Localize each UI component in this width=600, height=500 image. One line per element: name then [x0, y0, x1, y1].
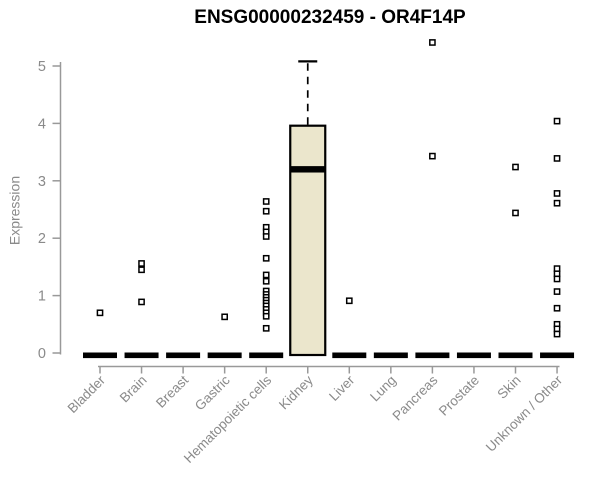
- outlier-point: [96, 309, 104, 317]
- outlier-point: [262, 312, 270, 320]
- boxplot-box: [289, 124, 327, 357]
- outlier-point: [138, 260, 145, 267]
- outlier-point: [429, 152, 436, 160]
- outlier-point: [345, 297, 353, 305]
- y-tick-label: 0: [38, 346, 46, 362]
- median-line: [290, 166, 326, 173]
- x-tick-label: Kidney: [276, 372, 316, 412]
- x-tick-label: Skin: [494, 373, 523, 402]
- median-line-collapsed: [166, 352, 201, 359]
- outlier-point: [553, 190, 561, 197]
- y-tick-label: 1: [38, 289, 46, 305]
- x-tick-label: Prostate: [436, 373, 482, 419]
- outlier-point: [553, 330, 561, 338]
- outlier-point: [512, 209, 519, 217]
- outlier-point: [553, 199, 561, 207]
- outlier-point: [262, 198, 270, 205]
- median-line-collapsed: [332, 352, 367, 359]
- x-tick-label: Lung: [367, 373, 399, 405]
- outlier-point: [262, 277, 270, 285]
- outlier-point: [512, 163, 519, 171]
- x-tick-label: Unknown / Other: [483, 372, 566, 455]
- median-line-collapsed: [456, 352, 491, 359]
- chart-title: ENSG00000232459 - OR4F14P: [194, 7, 466, 28]
- outlier-point: [553, 117, 561, 125]
- y-tick-label: 5: [38, 59, 46, 75]
- median-line-collapsed: [373, 352, 408, 359]
- outlier-point: [553, 155, 561, 162]
- x-tick-label: Brain: [117, 373, 150, 406]
- median-line-collapsed: [207, 352, 242, 359]
- outlier-point: [262, 233, 270, 240]
- outlier-point: [138, 298, 145, 306]
- median-line-collapsed: [540, 352, 575, 359]
- median-line-collapsed: [249, 352, 284, 359]
- median-line-collapsed: [415, 352, 450, 359]
- outlier-point: [138, 266, 145, 274]
- outlier-point: [429, 39, 436, 46]
- outlier-point: [553, 304, 561, 312]
- outlier-point: [262, 271, 270, 279]
- median-line-collapsed: [83, 352, 117, 359]
- outlier-point: [262, 207, 270, 215]
- x-tick-label: Liver: [326, 372, 358, 404]
- x-tick-label: Gastric: [192, 372, 233, 413]
- outlier-point: [262, 324, 270, 332]
- outlier-point: [262, 254, 270, 262]
- x-tick-label: Bladder: [65, 372, 109, 416]
- y-tick-label: 2: [38, 231, 46, 247]
- y-tick-label: 3: [38, 174, 46, 190]
- outlier-point: [553, 288, 561, 295]
- median-line-collapsed: [124, 352, 159, 359]
- y-tick-label: 4: [38, 116, 46, 132]
- outlier-point: [221, 313, 229, 321]
- outlier-point: [553, 275, 561, 283]
- x-tick-label: Pancreas: [390, 372, 441, 423]
- median-line-collapsed: [498, 352, 533, 359]
- x-tick-label: Breast: [153, 372, 191, 410]
